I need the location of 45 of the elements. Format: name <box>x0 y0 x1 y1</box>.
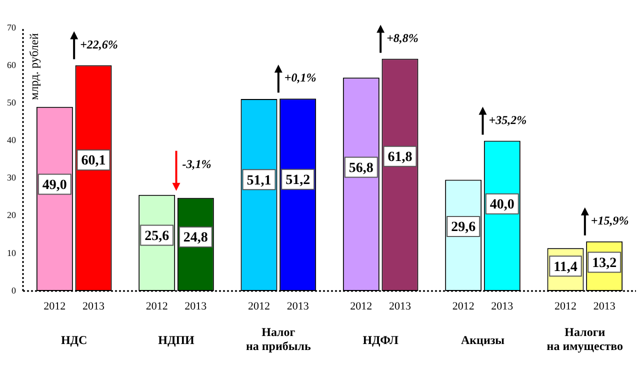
text: 2013 <box>388 300 411 312</box>
annotation: +8,8% <box>386 30 418 45</box>
data-label: 51,1 <box>246 173 272 188</box>
y-tick-label: 10 <box>7 248 16 258</box>
series-label: 2012 <box>44 300 66 312</box>
y-tick-label: 70 <box>7 22 16 32</box>
y-tick-label: 0 <box>12 285 16 296</box>
annotation: +15,9% <box>590 214 629 228</box>
text: 2013 <box>286 300 309 312</box>
annotation: +35,2% <box>488 112 527 127</box>
annotation: +22,6% <box>80 37 118 52</box>
data-label: 40,0 <box>490 197 514 212</box>
data-label: 24,8 <box>183 230 208 246</box>
series-label: 2013 <box>82 300 105 312</box>
text: 2012 <box>554 300 577 312</box>
x-tick-label: Акцизы <box>460 333 506 348</box>
data-label: 60,1 <box>81 154 106 169</box>
text: 2013 <box>491 300 514 312</box>
x-tick-label: Налог на прибыль <box>246 325 312 354</box>
x-tick-label: НДС <box>60 333 88 348</box>
text: 2012 <box>146 300 168 312</box>
y-tick-label: 50 <box>7 98 16 108</box>
text: 2013 <box>593 300 616 312</box>
text: 2012 <box>248 300 270 312</box>
data-label: 29,6 <box>451 220 476 236</box>
data-label: 13,2 <box>592 256 617 271</box>
y-tick-label: 30 <box>7 172 16 183</box>
y-tick-label: 60 <box>7 60 16 70</box>
data-label: 61,8 <box>388 150 412 165</box>
data-label: 49,0 <box>42 178 67 193</box>
data-label: 56,8 <box>348 160 374 176</box>
y-tick-label: 20 <box>7 210 16 220</box>
x-tick-label: Налоги на имущество <box>546 325 624 354</box>
data-label: 11,4 <box>554 260 578 275</box>
axis-title: млрд. рублей <box>27 33 42 100</box>
x-tick-label: НДФЛ <box>362 333 399 348</box>
data-label: 25,6 <box>144 228 170 244</box>
text: 2012 <box>350 300 372 312</box>
text: 2013 <box>184 300 207 312</box>
x-tick-label: НДПИ <box>158 333 196 348</box>
data-label: 51,2 <box>286 173 310 188</box>
y-tick-label: 40 <box>7 135 16 146</box>
annotation: -3,1% <box>182 156 212 171</box>
annotation: +0,1% <box>284 70 316 85</box>
text: 2012 <box>452 300 474 312</box>
